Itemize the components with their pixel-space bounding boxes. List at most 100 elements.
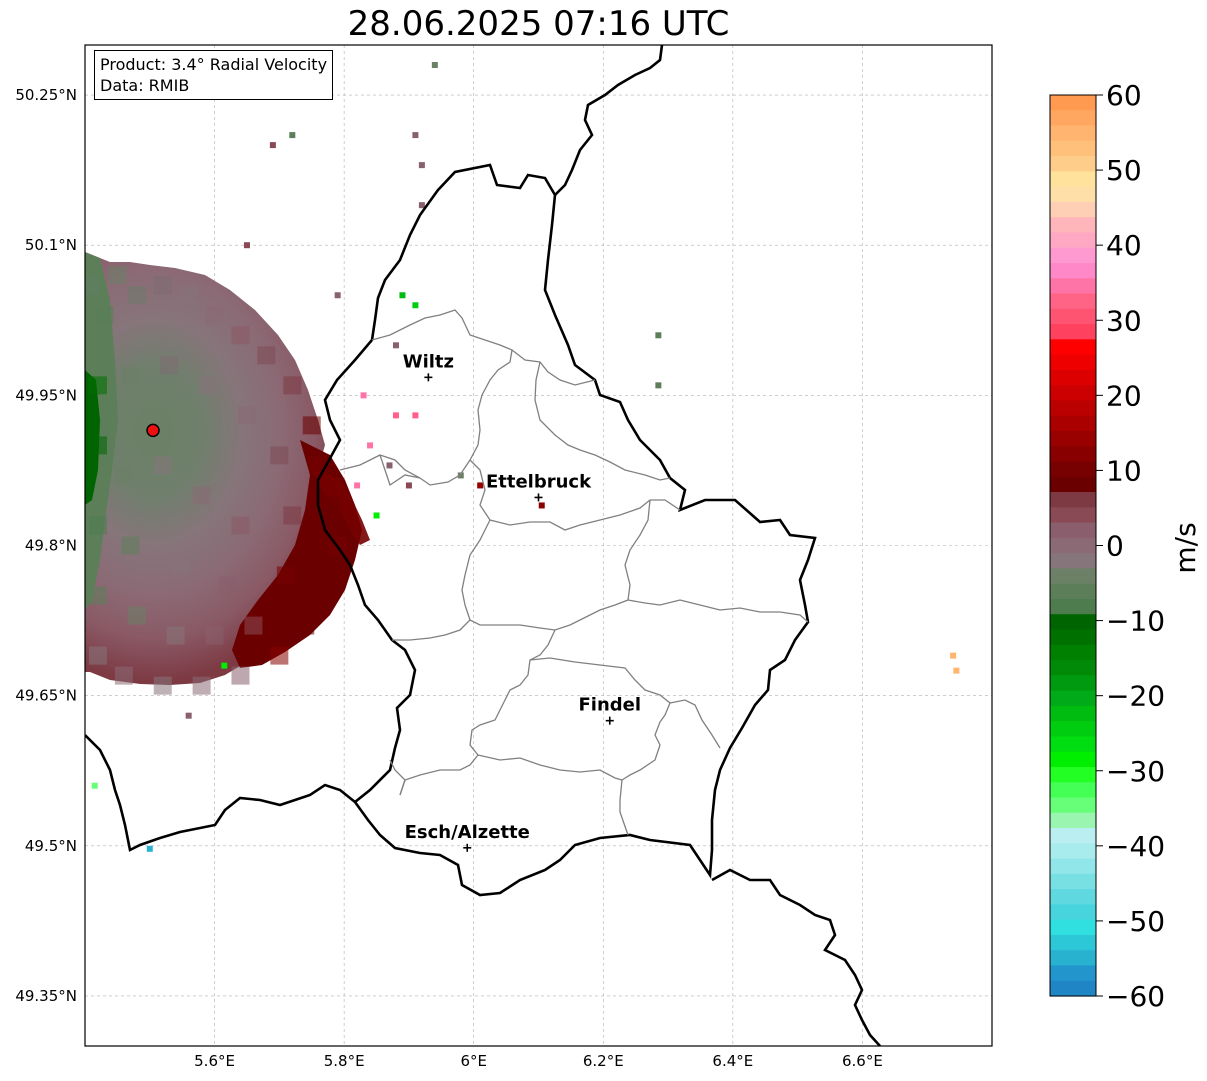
lon-tick-label: 6.2°E (583, 1052, 624, 1070)
radar-cell (121, 366, 140, 385)
colorbar-tick-label: −30 (1106, 755, 1165, 788)
echo-speckle (418, 202, 425, 209)
echo-speckle (373, 512, 380, 519)
echo-speckle (269, 142, 276, 149)
lat-tick-label: 49.95°N (15, 386, 77, 404)
colorbar-band (1050, 247, 1096, 264)
country-borders (85, 45, 881, 1046)
colorbar-tick-label: −40 (1106, 830, 1165, 863)
colorbar-band (1050, 430, 1096, 447)
echo-speckle (431, 62, 438, 69)
echo-speckle (289, 132, 296, 139)
colorbar-unit: m/s (1169, 522, 1202, 573)
radar-cell (322, 496, 341, 515)
radar-cell (309, 456, 328, 475)
colorbar-band (1050, 217, 1096, 234)
colorbar-tick-label: 30 (1106, 304, 1142, 337)
colorbar-band (1050, 705, 1096, 722)
colorbar-band (1050, 660, 1096, 676)
city-marker: Findel (578, 695, 641, 725)
radar-cell (276, 566, 295, 585)
colorbar-band (1050, 904, 1096, 921)
colorbar-band (1050, 751, 1096, 768)
radar-cell (153, 276, 172, 295)
city-label: Esch/Alzette (405, 822, 530, 843)
radar-cell (85, 276, 101, 295)
radar-cell (173, 556, 192, 575)
echo-speckle (221, 662, 228, 669)
lat-tick-label: 49.35°N (15, 987, 77, 1005)
colorbar-band (1050, 110, 1096, 127)
echo-speckle (392, 412, 399, 419)
colorbar-band (1050, 95, 1096, 111)
lon-tick-label: 6.6°E (842, 1052, 883, 1070)
info-box: Product: 3.4° Radial Velocity Data: RMIB (94, 50, 334, 100)
echo-speckle (367, 442, 374, 449)
colorbar-band (1050, 950, 1096, 967)
radar-echo-layer (85, 62, 960, 852)
lat-tick-label: 49.5°N (25, 837, 77, 855)
city-marker: Esch/Alzette (405, 822, 530, 852)
radar-cell (88, 586, 107, 605)
colorbar-band (1050, 446, 1096, 463)
colorbar-band (1050, 339, 1096, 356)
radar-cell (192, 676, 211, 695)
german-border-north (554, 45, 664, 196)
echo-speckle (405, 482, 412, 489)
echo-speckle (243, 242, 250, 249)
german-border-south (711, 868, 881, 1046)
colorbar-band (1050, 736, 1096, 753)
colorbar-band (1050, 919, 1096, 936)
colorbar-band (1050, 308, 1096, 325)
radar-cell (192, 486, 211, 505)
lat-tick-label: 50.1°N (25, 236, 77, 254)
colorbar-band (1050, 690, 1096, 707)
colorbar-band (1050, 843, 1096, 860)
colorbar-band (1050, 553, 1096, 570)
colorbar-band (1050, 782, 1096, 799)
radar-cell (231, 666, 250, 685)
colorbar-tick-label: −20 (1106, 680, 1165, 713)
colorbar-band (1050, 262, 1096, 279)
colorbar-band (1050, 797, 1096, 814)
radar-cell (270, 446, 289, 465)
colorbar-tick-label: 40 (1106, 229, 1142, 262)
radar-cell (121, 536, 140, 555)
city-marker: Ettelbruck (486, 471, 592, 502)
echo-speckle (538, 502, 545, 509)
radar-cell (231, 516, 250, 535)
radar-cell (302, 416, 321, 435)
echo-speckle (655, 382, 662, 389)
plot-area: Wiltz Ettelbruck Findel Esch/Alzette (84, 44, 993, 1047)
colorbar-tick-label: 60 (1106, 79, 1142, 112)
radar-cell (153, 456, 172, 475)
city-label: Wiltz (403, 351, 454, 372)
radar-cell (153, 676, 172, 695)
echo-speckle (334, 292, 341, 299)
radar-cell (88, 376, 107, 395)
radar-cell (114, 666, 133, 685)
product-label: Product: 3.4° Radial Velocity (100, 55, 328, 74)
colorbar-band (1050, 369, 1096, 386)
echo-speckle (412, 412, 419, 419)
colorbar-band (1050, 629, 1096, 646)
canton-borders (339, 309, 809, 836)
radar-cell (108, 266, 127, 285)
colorbar-band (1050, 201, 1096, 218)
radar-cell (127, 606, 146, 625)
city-label: Findel (578, 695, 641, 716)
radar-cell (160, 356, 179, 375)
data-source-label: Data: RMIB (100, 76, 190, 95)
radar-cell (296, 616, 315, 635)
colorbar-band (1050, 140, 1096, 157)
colorbar-band (1050, 766, 1096, 783)
colorbar-band (1050, 507, 1096, 524)
radar-cell (88, 436, 107, 455)
colorbar-tick-label: 0 (1106, 530, 1124, 563)
radar-cell (231, 326, 250, 345)
radar-cell (237, 406, 256, 425)
colorbar-band (1050, 354, 1096, 371)
echo-speckle (386, 462, 393, 469)
lon-tick-label: 6.4°E (712, 1052, 753, 1070)
